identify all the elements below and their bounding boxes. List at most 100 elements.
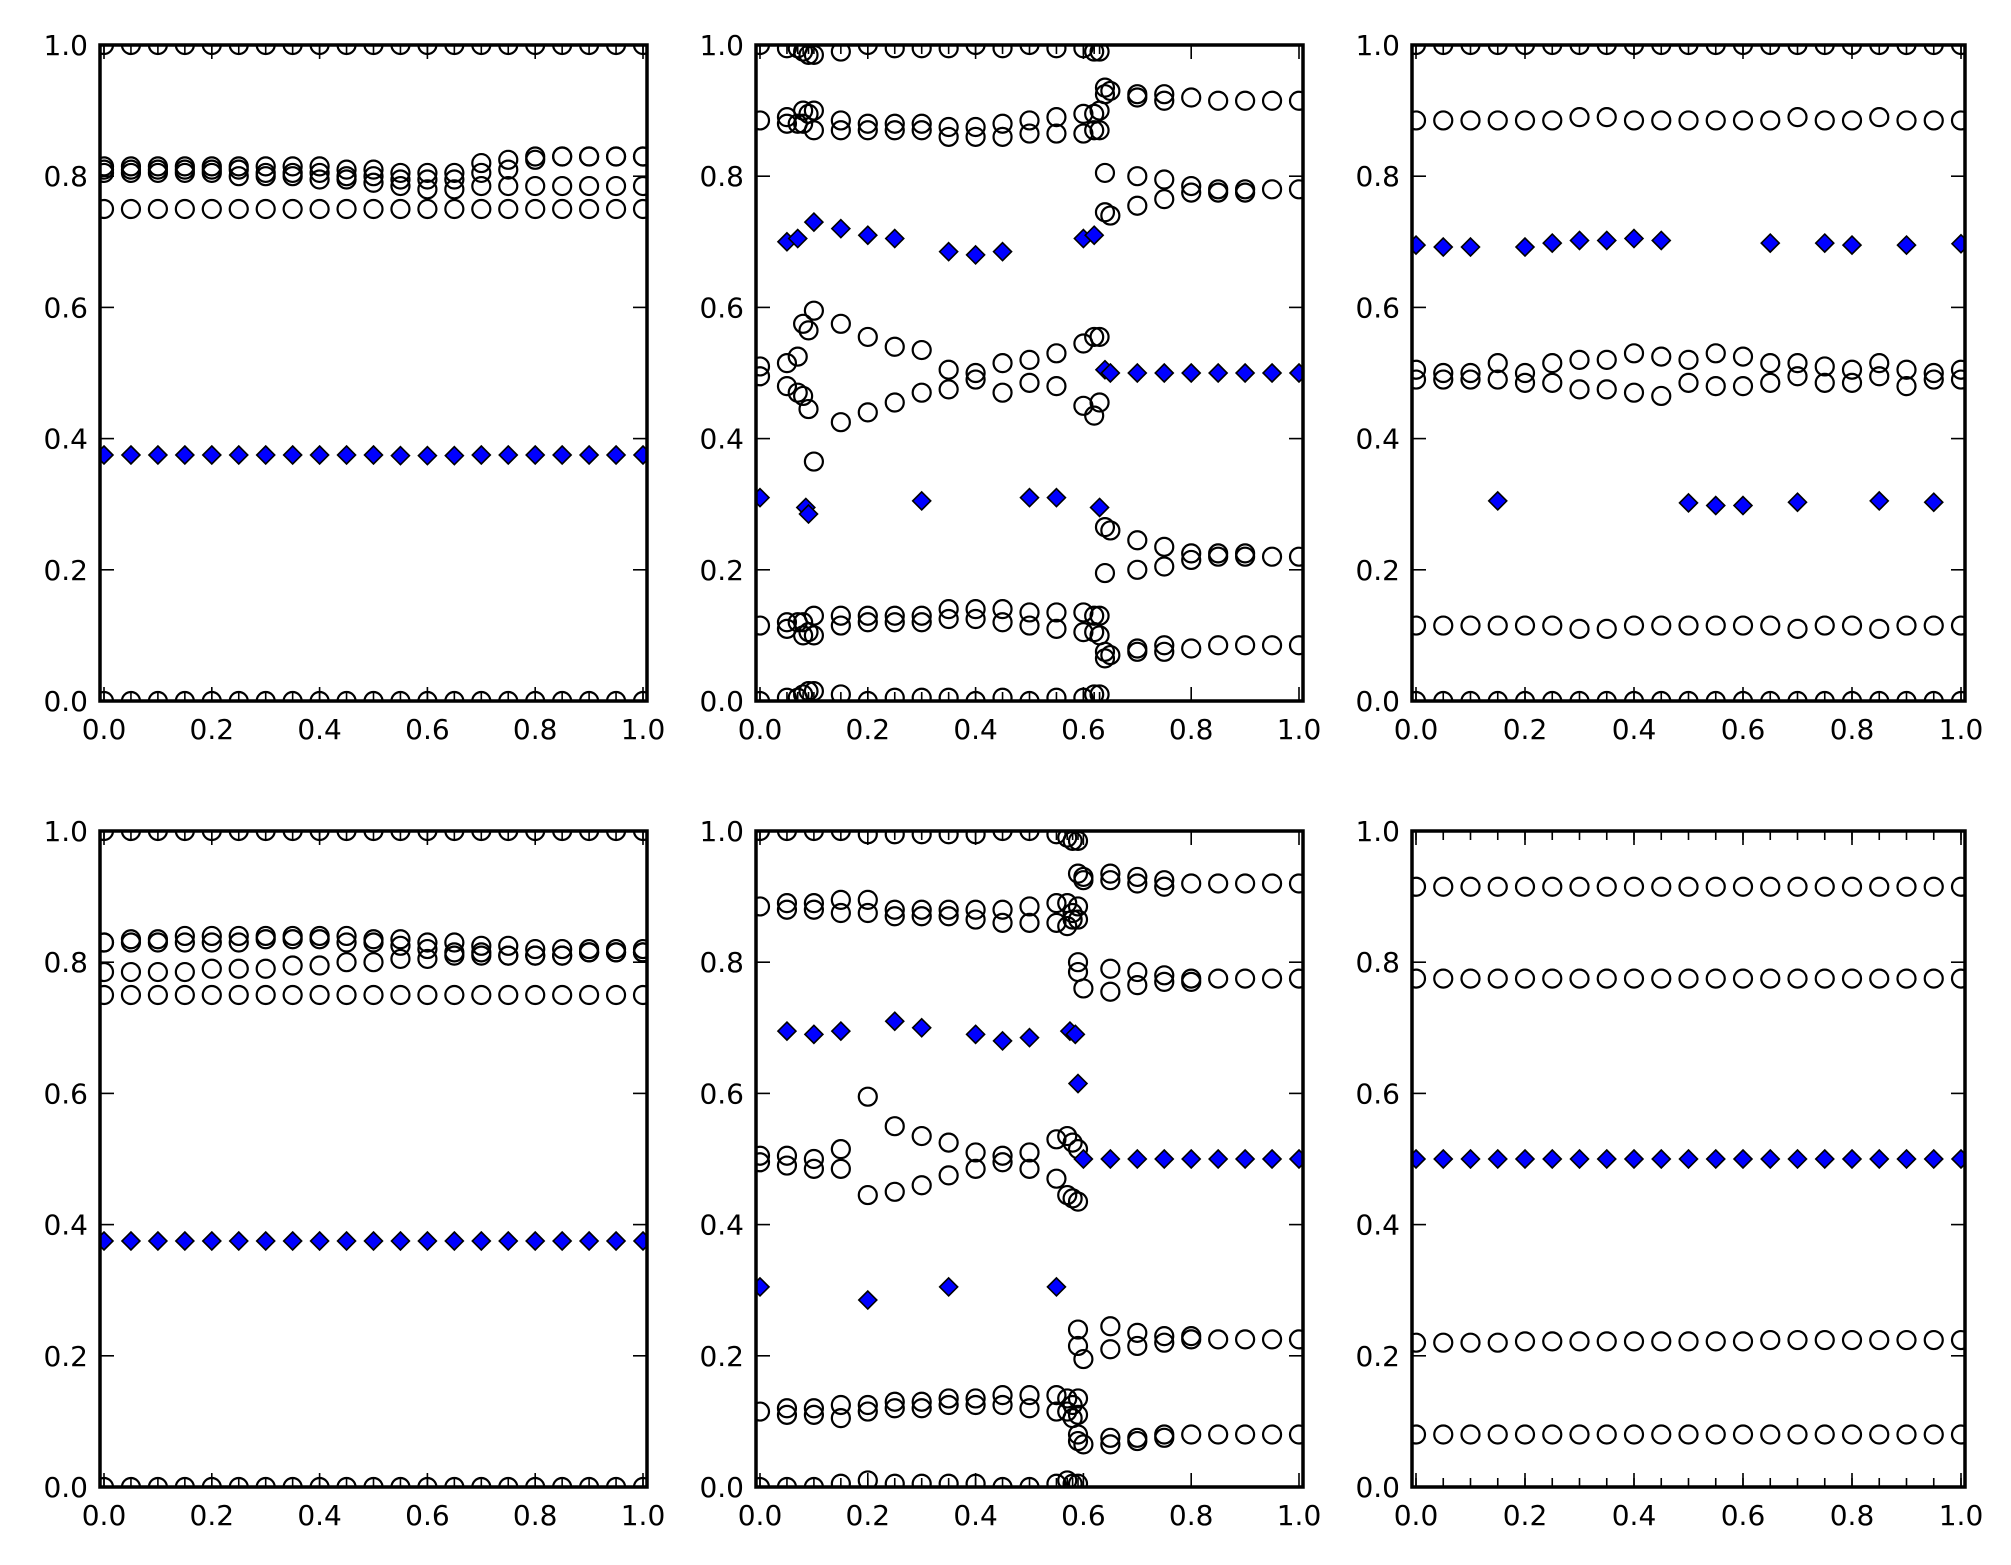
data-point-circle	[363, 159, 384, 180]
data-point-circle	[992, 1152, 1013, 1173]
data-point-diamond	[1542, 232, 1563, 254]
data-point-circle	[884, 120, 905, 141]
data-point-circle	[1181, 543, 1202, 564]
data-point-circle	[1100, 958, 1121, 979]
data-point-circle	[1950, 359, 1965, 380]
data-point-circle	[776, 893, 798, 914]
data-point-circle	[830, 412, 851, 433]
data-point-circle	[336, 952, 357, 973]
data-point-diamond	[1787, 1148, 1808, 1170]
data-point-circle	[857, 113, 878, 134]
data-point-circle	[1460, 1332, 1481, 1353]
data-point-circle	[965, 599, 986, 620]
data-point-circle	[390, 198, 411, 220]
data-point-circle	[525, 984, 546, 1006]
data-point-diamond	[174, 1230, 195, 1252]
data-point-circle	[1596, 107, 1617, 128]
data-point-circle	[444, 945, 465, 966]
data-point-diamond	[1127, 1148, 1148, 1170]
data-point-diamond	[1705, 495, 1726, 516]
data-point-diamond	[803, 1024, 825, 1045]
data-point-circle	[1732, 968, 1754, 989]
data-point-circle	[1234, 546, 1256, 567]
data-point-circle	[830, 1473, 851, 1487]
data-point-circle	[498, 935, 519, 956]
data-point-circle	[830, 605, 851, 626]
data-point-circle	[911, 1473, 932, 1487]
data-point-circle	[1181, 1424, 1202, 1445]
data-point-circle	[1261, 968, 1283, 989]
data-point-circle	[228, 159, 249, 180]
data-point-diamond	[1841, 1148, 1863, 1170]
data-point-diamond	[1678, 492, 1699, 514]
data-point-circle	[100, 198, 115, 220]
data-point-circle	[1067, 1473, 1089, 1487]
data-point-circle	[756, 366, 771, 387]
markers-layer	[1412, 45, 1965, 701]
data-point-circle	[803, 893, 825, 914]
data-point-circle	[632, 146, 647, 167]
x-tick-label: 0.6	[405, 713, 450, 746]
data-point-diamond	[552, 1230, 573, 1252]
data-point-diamond	[1412, 1148, 1427, 1170]
data-point-circle	[1950, 110, 1965, 131]
data-point-circle	[1760, 1329, 1781, 1351]
data-point-circle	[1261, 635, 1283, 656]
data-point-circle	[830, 1408, 851, 1429]
data-point-circle	[1067, 863, 1089, 884]
data-point-circle	[1046, 376, 1067, 397]
data-point-diamond	[1019, 487, 1040, 508]
data-point-diamond	[776, 1020, 798, 1042]
data-point-circle	[1094, 562, 1116, 584]
data-point-circle	[793, 385, 814, 407]
data-point-circle	[1046, 343, 1067, 364]
data-point-circle	[1084, 326, 1105, 348]
data-point-circle	[1100, 981, 1121, 1002]
x-tick-label: 1.0	[1277, 713, 1322, 746]
data-point-circle	[1073, 602, 1094, 623]
data-point-circle	[1596, 876, 1617, 897]
data-point-circle	[884, 1116, 905, 1137]
data-point-circle	[1073, 622, 1094, 643]
data-point-circle	[1057, 1184, 1078, 1206]
data-point-circle	[756, 1145, 771, 1166]
x-tick-label: 0.2	[190, 1499, 235, 1532]
data-point-circle	[1950, 1329, 1965, 1351]
x-tick-label: 0.2	[1503, 713, 1548, 746]
data-point-circle	[1234, 968, 1256, 989]
data-point-circle	[1433, 362, 1454, 384]
data-point-circle	[1651, 876, 1672, 897]
data-point-circle	[776, 376, 798, 397]
data-point-circle	[1623, 968, 1645, 989]
data-point-circle	[1760, 876, 1781, 897]
data-point-circle	[992, 599, 1013, 620]
data-point-circle	[1089, 684, 1110, 701]
data-point-circle	[1127, 1335, 1148, 1357]
data-point-circle	[1261, 546, 1283, 567]
data-point-circle	[1760, 372, 1781, 393]
data-point-circle	[174, 932, 195, 953]
data-point-circle	[911, 612, 932, 633]
data-point-diamond	[830, 1020, 851, 1042]
data-point-circle	[1046, 1129, 1067, 1150]
data-point-diamond	[992, 1030, 1013, 1052]
data-point-circle	[1288, 1424, 1303, 1445]
data-point-circle	[1542, 876, 1563, 897]
data-point-circle	[803, 1398, 825, 1419]
data-point-circle	[992, 45, 1013, 59]
data-point-circle	[1787, 1329, 1808, 1351]
data-point-circle	[1569, 1424, 1590, 1445]
data-point-circle	[1154, 876, 1175, 897]
data-point-diamond	[938, 1276, 959, 1298]
data-point-circle	[1542, 1424, 1563, 1445]
data-point-circle	[1127, 87, 1148, 108]
data-point-diamond	[1760, 1148, 1781, 1170]
data-point-diamond	[498, 444, 519, 466]
data-point-diamond	[605, 1230, 627, 1252]
data-point-circle	[1651, 615, 1672, 636]
x-tick-label: 0.4	[1612, 713, 1657, 746]
data-point-circle	[1084, 45, 1105, 62]
y-tick-label: 0.6	[43, 1077, 88, 1110]
y-tick-label: 0.8	[699, 946, 744, 979]
data-point-circle	[1073, 1348, 1094, 1370]
